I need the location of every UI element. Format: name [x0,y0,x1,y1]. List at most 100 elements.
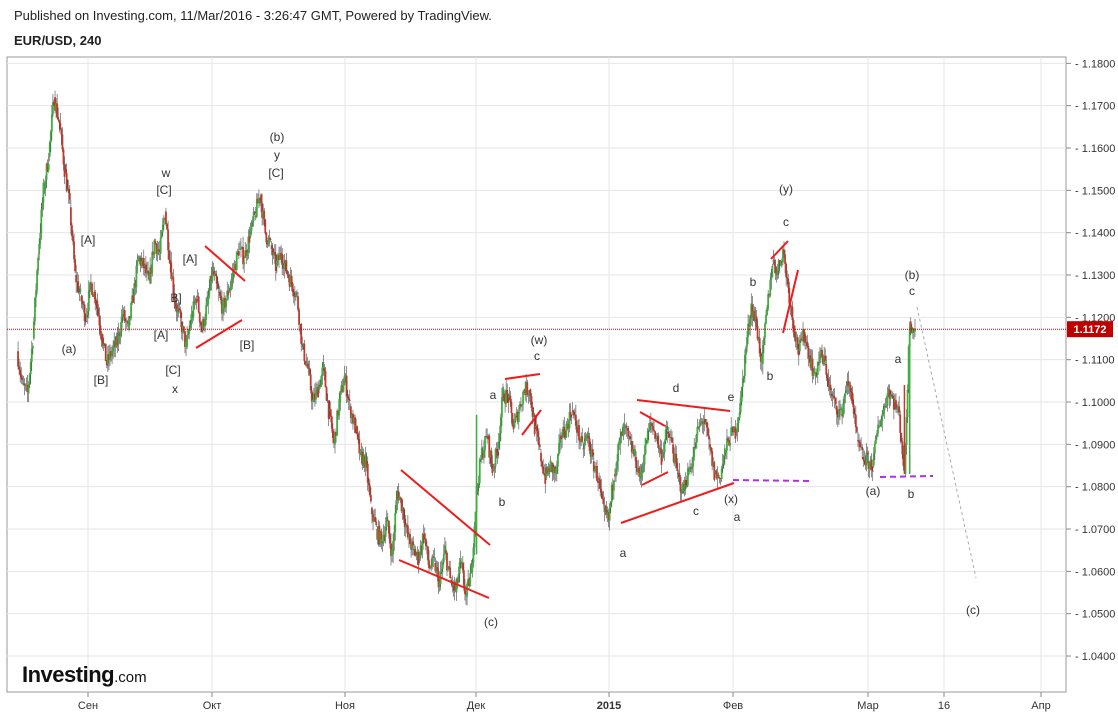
wave-label: c [693,504,699,518]
candle-body [457,574,460,583]
candle-body [26,384,29,393]
wave-label: [A] [183,252,198,266]
candle-body [737,418,740,424]
candle-body [564,435,567,438]
last-price-badge [1067,321,1113,338]
candle-body [808,356,811,359]
candle-body [511,413,514,427]
candle-body [543,473,546,475]
candle-body [871,470,874,472]
candle-body [850,392,853,401]
candle-body [308,367,311,375]
candle-body [729,442,732,446]
candle-body [156,249,159,254]
candle-body [149,267,152,284]
candle-body [619,436,622,445]
candle-body [429,567,431,569]
candle-body [714,470,717,474]
candle-body [348,400,351,401]
candle-body [891,395,894,399]
candle-body [301,343,304,345]
candle-body [897,406,899,409]
candle-body [524,389,527,396]
candle-body [110,351,112,357]
candle-body [820,350,822,356]
candle-body [231,272,234,280]
candle-body [775,273,778,275]
wave-label: b [767,369,774,383]
plot-frame [6,56,1067,693]
candle-body [680,491,683,494]
candle-body [125,321,128,323]
candle-body [22,383,25,386]
candle-body [198,312,201,323]
candle-body [832,395,835,398]
candle-body [496,451,499,456]
candle-body [517,412,520,422]
candle-body [881,414,884,421]
candle-body [340,385,343,392]
candle-body [566,423,569,428]
candle-body [629,441,632,445]
candle-body [262,210,265,218]
candle-body [601,492,604,499]
wave-label: y [274,148,280,162]
y-tick-label: - 1.0500 [1075,609,1115,621]
candle-body [727,438,729,441]
candle-body [370,495,372,502]
wave-label: (a) [62,342,77,356]
candle-body [609,501,612,508]
candle-body [330,416,333,429]
candle-body [688,471,690,474]
candle-body [104,343,107,362]
candle-body [721,463,724,469]
candle-body [830,393,833,397]
candle-body [410,544,412,550]
candle-body [398,497,401,501]
wave-trendline [398,559,490,599]
candle-body [97,308,100,316]
candle-body [857,440,859,441]
candle-body [505,389,508,404]
candle-body [812,372,815,376]
candle-body [880,420,883,427]
candle-body [106,354,109,364]
y-tick-label: - 1.0600 [1075,566,1115,578]
candle-body [784,254,786,264]
candle-body [712,462,715,467]
candle-body [292,292,295,297]
candle-body [907,346,910,390]
candle-body [528,394,531,396]
candle-body [288,278,291,287]
x-tick-label: 16 [938,700,950,712]
candle-body [829,384,832,391]
candle-body [698,422,701,428]
candle-body [873,443,876,454]
candle-body [146,270,148,274]
candle-body [102,343,105,346]
candle-body [791,306,794,321]
candle-body [105,361,108,366]
candle-body [677,472,680,474]
candle-body [817,362,820,364]
candle-body [846,380,849,386]
candle-body [507,394,510,403]
candle-body [657,435,660,449]
candle-body [779,261,782,266]
candle-body [406,525,409,538]
candle-body [734,427,737,439]
candle-body [607,512,610,521]
candle-body [877,424,879,434]
candle-body [460,562,463,564]
candle-body [96,300,99,309]
candle-body [67,188,70,194]
y-tick-label: - 1.0900 [1075,439,1115,451]
candle-body [286,270,289,275]
candle-body [845,390,848,393]
candle-body [768,293,771,296]
candle-body [209,275,212,290]
candle-body [393,532,396,542]
candle-body [153,240,156,255]
candle-body [486,436,489,439]
